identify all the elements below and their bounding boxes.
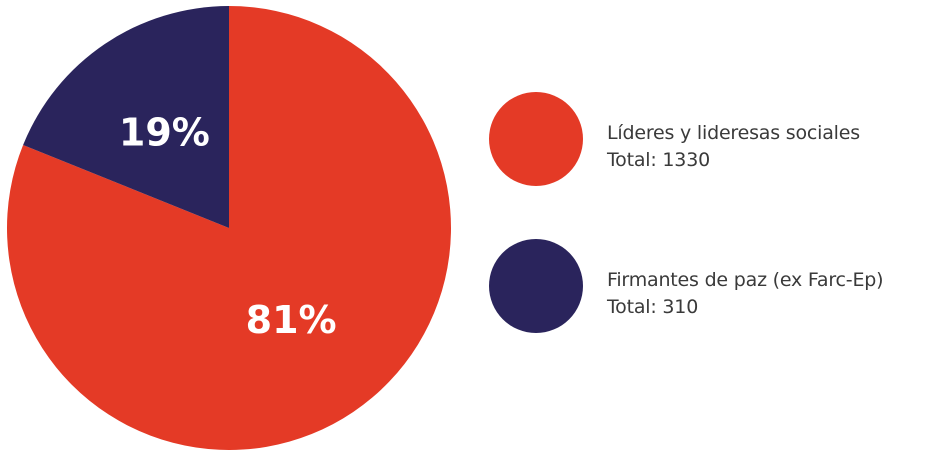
- legend-swatch-firmantes: [489, 239, 583, 333]
- legend-swatch-lideres: [489, 92, 583, 186]
- legend-label-lideres: Líderes y lideresas sociales: [607, 122, 860, 144]
- legend-total-lideres: Total: 1330: [607, 149, 710, 171]
- pie-slice-firmantes: [23, 6, 230, 228]
- legend: Líderes y lideresas sociales Total: 1330…: [489, 0, 934, 450]
- legend-label-firmantes: Firmantes de paz (ex Farc-Ep): [607, 269, 884, 291]
- legend-item-lideres: Líderes y lideresas sociales Total: 1330: [489, 92, 934, 186]
- legend-text-firmantes: Firmantes de paz (ex Farc-Ep) Total: 310: [607, 267, 884, 321]
- legend-text-lideres: Líderes y lideresas sociales Total: 1330: [607, 120, 860, 174]
- pie-slice-lideres: [7, 6, 451, 450]
- pie-chart: 81% 19%: [7, 6, 451, 450]
- pie-label-lideres: 81%: [246, 298, 337, 342]
- legend-item-firmantes: Firmantes de paz (ex Farc-Ep) Total: 310: [489, 239, 934, 333]
- legend-total-firmantes: Total: 310: [607, 296, 699, 318]
- pie-label-firmantes: 19%: [119, 110, 210, 154]
